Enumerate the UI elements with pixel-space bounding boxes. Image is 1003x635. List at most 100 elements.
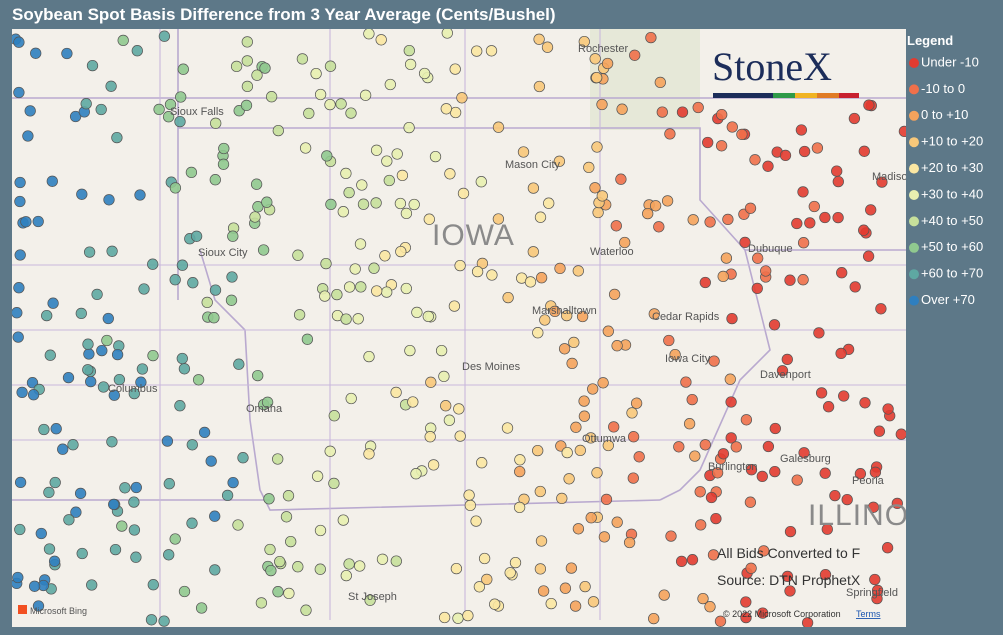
legend-swatch <box>909 163 919 174</box>
location-dot <box>230 60 243 73</box>
location-dot <box>319 290 331 302</box>
location-dot <box>328 477 340 490</box>
location-dot <box>730 441 742 453</box>
location-dot <box>745 562 757 574</box>
location-dot <box>801 617 814 627</box>
location-dot <box>517 146 530 158</box>
location-dot <box>280 511 293 523</box>
location-dot <box>272 124 284 137</box>
location-dot <box>20 216 32 228</box>
location-dot <box>798 145 811 158</box>
location-dot <box>589 53 601 65</box>
location-dot <box>102 312 114 325</box>
location-dot <box>478 552 491 565</box>
location-dot <box>252 201 264 213</box>
location-dot <box>704 216 716 228</box>
location-dot <box>797 237 810 249</box>
location-dot <box>370 197 382 209</box>
location-dot <box>882 403 894 415</box>
location-dot <box>272 453 284 465</box>
location-dot <box>396 169 409 182</box>
location-dot <box>265 564 277 577</box>
location-dot <box>744 202 757 214</box>
location-dot <box>708 355 720 367</box>
location-dot <box>186 517 198 529</box>
location-dot <box>394 197 407 210</box>
location-dot <box>848 112 861 125</box>
location-dot <box>76 188 88 200</box>
location-dot <box>108 389 120 401</box>
location-dot <box>692 101 704 114</box>
city-label: Iowa City <box>665 353 711 365</box>
city-label: Dubuque <box>748 243 793 255</box>
terms-link[interactable]: Terms <box>856 609 881 619</box>
location-dot <box>454 430 466 442</box>
location-dot <box>46 175 58 187</box>
location-dot <box>435 344 448 357</box>
location-dot <box>130 481 142 494</box>
location-dot <box>35 527 47 540</box>
location-dot <box>527 182 540 194</box>
location-dot <box>158 615 170 627</box>
location-dot <box>13 282 25 294</box>
location-dot <box>443 414 456 426</box>
location-dot <box>441 29 453 39</box>
location-dot <box>263 493 275 505</box>
location-dot <box>725 396 737 408</box>
location-dot <box>251 69 263 81</box>
location-dot <box>395 245 407 258</box>
city-label: Madison <box>872 171 914 183</box>
location-dot <box>642 207 654 220</box>
location-dot <box>717 448 730 460</box>
location-dot <box>470 515 482 527</box>
legend-title: Legend <box>907 33 953 48</box>
location-dot <box>24 105 36 117</box>
location-dot <box>343 281 356 293</box>
location-dot <box>699 276 711 289</box>
location-dot <box>147 349 159 362</box>
city-label: Sioux Falls <box>170 106 224 118</box>
location-dot <box>697 592 709 605</box>
location-dot <box>591 141 603 153</box>
location-dot <box>471 45 483 57</box>
location-dot <box>356 179 368 191</box>
location-dot <box>539 314 551 326</box>
location-dot <box>648 612 660 625</box>
location-dot <box>354 238 367 250</box>
location-dot <box>854 468 867 480</box>
location-dot <box>596 190 608 202</box>
location-dot <box>12 571 24 584</box>
location-dot <box>187 277 199 289</box>
location-dot <box>218 142 230 155</box>
location-dot <box>14 476 27 489</box>
location-dot <box>675 555 688 568</box>
location-dot <box>561 309 573 322</box>
location-dot <box>320 257 332 270</box>
location-dot <box>702 136 714 149</box>
location-dot <box>616 103 628 115</box>
location-dot <box>832 211 844 224</box>
location-dot <box>769 465 781 478</box>
location-dot <box>841 493 853 506</box>
location-dot <box>371 285 383 297</box>
location-dot <box>314 563 326 575</box>
location-dot <box>111 348 124 361</box>
location-dot <box>250 178 263 190</box>
location-dot <box>862 250 875 262</box>
location-dot <box>694 486 706 498</box>
location-dot <box>101 334 113 347</box>
location-dot <box>568 336 580 349</box>
location-dot <box>325 198 337 211</box>
location-dot <box>14 195 26 208</box>
location-dot <box>340 313 352 325</box>
city-label: Ottumwa <box>582 433 627 445</box>
location-dot <box>82 338 94 350</box>
city-labels: Rochester Sioux Falls Mason City IOWA Wa… <box>108 43 914 603</box>
location-dot <box>61 47 73 60</box>
location-dot <box>587 383 599 395</box>
location-dot <box>695 519 707 531</box>
location-dot <box>210 117 222 129</box>
location-dot <box>831 165 843 177</box>
legend-label: +20 to +30 <box>921 160 983 175</box>
location-dot <box>161 435 174 447</box>
